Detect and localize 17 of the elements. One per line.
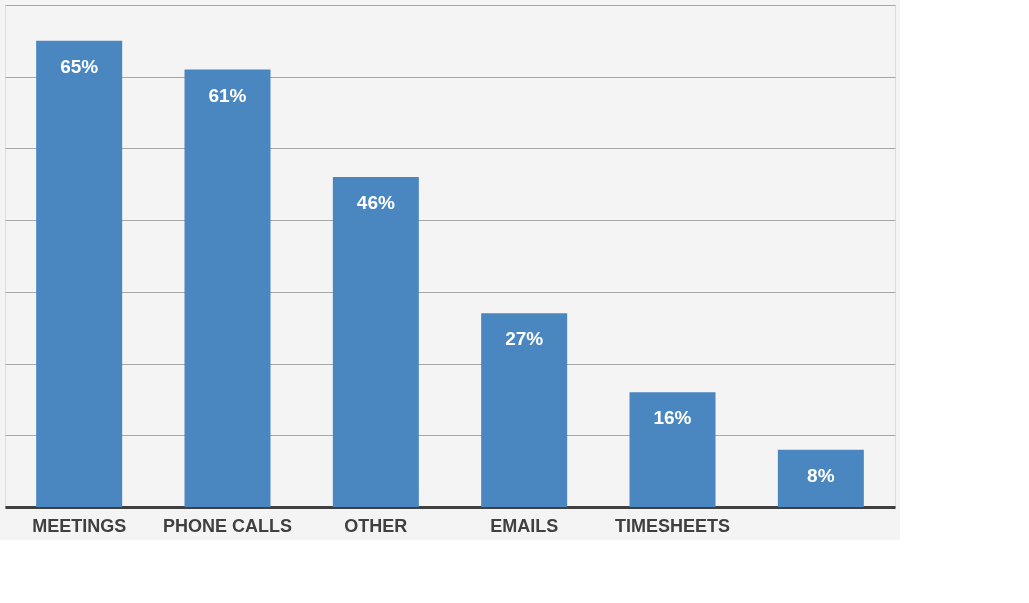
x-tick-label: EMAILS (490, 515, 559, 536)
x-tick-label: OTHER (344, 515, 408, 536)
x-tick-label: MEETINGS (32, 515, 127, 536)
bar (777, 449, 864, 507)
x-tick-label: TIMESHEETS (614, 515, 731, 536)
data-label: 61% (208, 84, 247, 106)
data-label: 16% (653, 407, 692, 429)
data-label: 27% (505, 328, 544, 350)
data-label: 65% (60, 55, 99, 77)
x-tick-label: PHONE CALLS (162, 515, 293, 536)
bar (481, 313, 568, 507)
bar (36, 40, 123, 507)
data-label: 8% (807, 464, 835, 486)
bar (184, 69, 271, 507)
bar (629, 392, 716, 507)
data-label: 46% (356, 192, 395, 214)
bar (332, 177, 419, 507)
